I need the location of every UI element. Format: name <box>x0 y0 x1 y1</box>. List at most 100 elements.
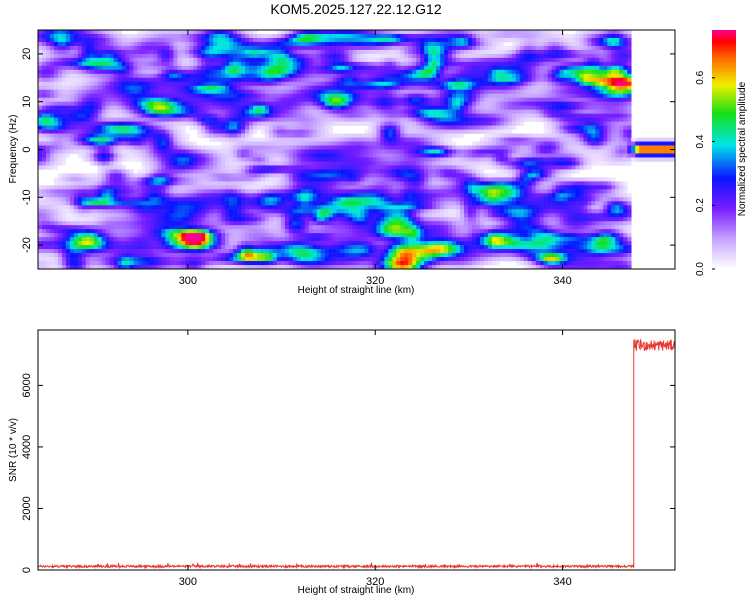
heatmap-cell <box>611 137 616 142</box>
heatmap-cell <box>241 65 246 71</box>
heatmap-cell <box>237 65 242 71</box>
heatmap-cell <box>408 157 413 162</box>
heatmap-cell <box>173 61 178 67</box>
heatmap-cell <box>595 30 600 35</box>
heatmap-cell <box>93 129 99 134</box>
heatmap-cell <box>177 153 182 158</box>
heatmap-cell <box>619 133 624 138</box>
heatmap-cell <box>392 85 397 91</box>
heatmap-cell <box>93 149 99 154</box>
heatmap-cell <box>400 129 405 134</box>
heatmap-cell <box>587 149 592 154</box>
heatmap-cell <box>332 53 337 59</box>
heatmap-cell <box>416 113 421 118</box>
heatmap-cell <box>344 77 349 83</box>
heatmap-cell <box>53 141 59 146</box>
heatmap-cell <box>384 41 389 47</box>
heatmap-cell <box>575 129 580 134</box>
heatmap-cell <box>117 149 122 154</box>
heatmap-cell <box>627 89 632 95</box>
heatmap-cell <box>495 53 501 59</box>
heatmap-cell <box>515 81 521 87</box>
heatmap-cell <box>551 53 556 59</box>
heatmap-cell <box>352 85 357 91</box>
heatmap-cell <box>595 93 600 99</box>
heatmap-cell <box>503 97 509 102</box>
heatmap-cell <box>424 157 429 162</box>
heatmap-cell <box>272 61 278 67</box>
heatmap-cell <box>471 41 477 47</box>
heatmap-cell <box>169 113 174 118</box>
heatmap-cell <box>141 129 146 134</box>
heatmap-cell <box>38 69 43 75</box>
heatmap-cell <box>487 73 493 79</box>
heatmap-cell <box>328 153 333 158</box>
heatmap-cell <box>201 117 206 122</box>
heatmap-cell <box>308 157 314 162</box>
heatmap-cell <box>456 69 461 75</box>
heatmap-cell <box>109 57 114 63</box>
heatmap-cell <box>332 141 337 146</box>
heatmap-cell <box>603 153 608 158</box>
heatmap-cell <box>97 129 102 134</box>
heatmap-cell <box>81 141 87 146</box>
heatmap-cell <box>169 105 174 110</box>
heatmap-cell <box>452 101 457 106</box>
heatmap-cell <box>169 69 174 75</box>
heatmap-cell <box>173 133 178 138</box>
heatmap-cell <box>193 57 198 63</box>
heatmap-cell <box>567 133 572 138</box>
heatmap-cell <box>89 93 95 99</box>
heatmap-cell <box>384 49 389 55</box>
heatmap-cell <box>53 33 59 39</box>
heatmap-cell <box>332 149 337 154</box>
heatmap-cell <box>575 137 580 142</box>
heatmap-cell <box>161 145 166 150</box>
heatmap-cell <box>436 133 441 138</box>
heatmap-cell <box>515 37 521 43</box>
heatmap-cell <box>312 41 317 47</box>
heatmap-cell <box>38 141 43 146</box>
heatmap-cell <box>328 85 333 91</box>
heatmap-cell <box>61 125 67 130</box>
heatmap-cell <box>388 33 393 39</box>
heatmap-cell <box>615 89 620 95</box>
heatmap-cell <box>268 113 274 118</box>
heatmap-cell <box>221 81 226 87</box>
heatmap-cell <box>57 30 63 35</box>
heatmap-cell <box>320 69 325 75</box>
heatmap-cell <box>272 57 278 63</box>
heatmap-cell <box>579 65 584 71</box>
heatmap-cell <box>241 129 246 134</box>
heatmap-cell <box>45 105 51 110</box>
heatmap-cell <box>523 49 528 55</box>
heatmap-cell <box>161 149 166 154</box>
heatmap-cell <box>177 145 182 150</box>
heatmap-cell <box>515 145 521 150</box>
heatmap-cell <box>444 149 449 154</box>
heatmap-cell <box>384 45 389 51</box>
heatmap-cell <box>308 161 314 166</box>
heatmap-cell <box>471 149 477 154</box>
heatmap-cell <box>185 41 190 47</box>
heatmap-cell <box>177 85 182 91</box>
heatmap-cell <box>599 41 604 47</box>
heatmap-cell <box>471 81 477 87</box>
heatmap-cell <box>328 57 333 63</box>
heatmap-cell <box>69 93 75 99</box>
heatmap-cell <box>563 61 568 67</box>
heatmap-cell <box>73 85 79 91</box>
heatmap-cell <box>364 149 369 154</box>
heatmap-cell <box>368 137 373 142</box>
heatmap-cell <box>463 57 469 63</box>
heatmap-cell <box>523 101 528 106</box>
heatmap-cell <box>388 125 393 130</box>
heatmap-cell <box>61 93 67 99</box>
heatmap-cell <box>479 77 485 83</box>
heatmap-cell <box>288 141 294 146</box>
heatmap-cell <box>571 45 576 51</box>
heatmap-cell <box>288 161 294 166</box>
heatmap-cell <box>117 121 122 126</box>
heatmap-cell <box>627 133 632 138</box>
heatmap-cell <box>479 97 485 102</box>
